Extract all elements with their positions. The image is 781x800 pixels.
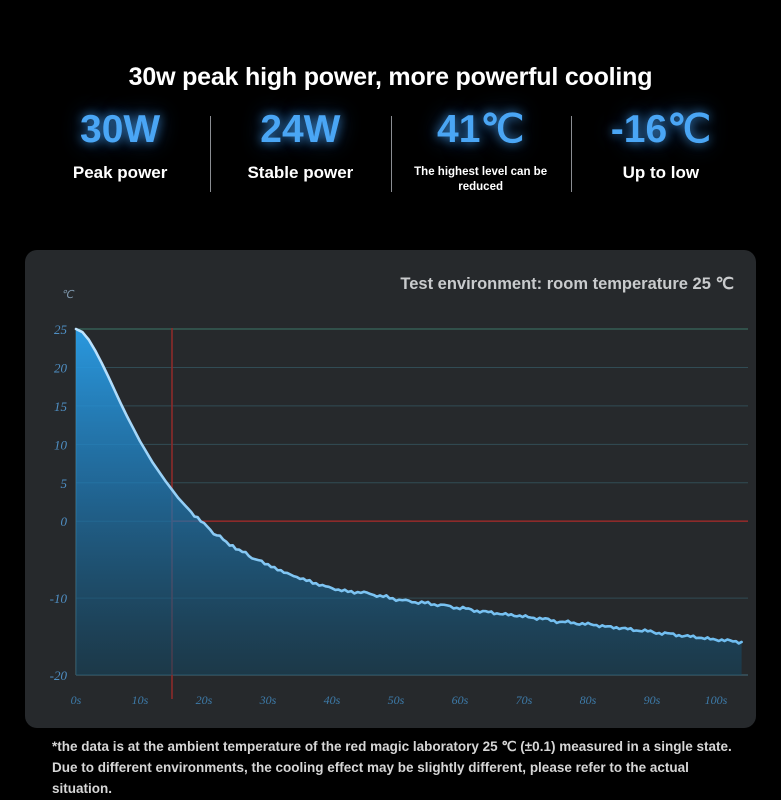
stat-peak-power: 30W Peak power [30, 108, 210, 183]
svg-text:80s: 80s [580, 693, 597, 707]
svg-text:30s: 30s [259, 693, 277, 707]
svg-text:0s: 0s [71, 693, 82, 707]
cooling-chart-panel: Test environment: room temperature 25 ℃ … [25, 250, 756, 728]
stat-highest-reduction: 41℃ The highest level can be reduced [390, 108, 571, 196]
svg-text:15: 15 [54, 399, 68, 414]
chart-plot-area: 25 20 15 10 5 0 -10 -20 0s 10s 20s 30s 40s 50s 60s 70s 8… [25, 250, 756, 728]
svg-text:-10: -10 [50, 591, 68, 606]
svg-text:20s: 20s [196, 693, 213, 707]
stat-value: 30W [80, 108, 161, 151]
svg-text:70s: 70s [516, 693, 533, 707]
svg-text:50s: 50s [388, 693, 405, 707]
stat-value: 24W [260, 108, 341, 151]
stats-row: 30W Peak power 24W Stable power 41℃ The … [0, 108, 781, 196]
y-axis-unit-label: ℃ [61, 289, 74, 301]
page-title: 30w peak high power, more powerful cooli… [128, 63, 653, 91]
stat-stable-power: 24W Stable power [210, 108, 390, 193]
svg-text:25: 25 [54, 322, 68, 337]
svg-text:5: 5 [61, 476, 68, 491]
svg-text:10s: 10s [132, 693, 149, 707]
stat-label: The highest level can be reduced [414, 165, 548, 194]
stat-label: Peak power [72, 162, 168, 182]
stat-label: Stable power [247, 162, 354, 182]
stat-label: Up to low [622, 162, 700, 182]
stat-value: 41℃ [437, 108, 525, 151]
footnote-disclaimer: *the data is at the ambient temperature … [52, 739, 732, 796]
svg-text:60s: 60s [452, 693, 469, 707]
svg-text:90s: 90s [644, 693, 661, 707]
svg-text:10: 10 [54, 437, 68, 452]
chart-title: Test environment: room temperature 25 ℃ [400, 275, 734, 293]
svg-text:-20: -20 [50, 668, 68, 683]
svg-text:40s: 40s [324, 693, 341, 707]
svg-text:0: 0 [61, 514, 68, 529]
stat-up-to-low: -16℃ Up to low [570, 108, 751, 193]
stat-value: -16℃ [610, 108, 711, 151]
svg-text:20: 20 [54, 360, 68, 375]
svg-text:100s: 100s [705, 693, 728, 707]
